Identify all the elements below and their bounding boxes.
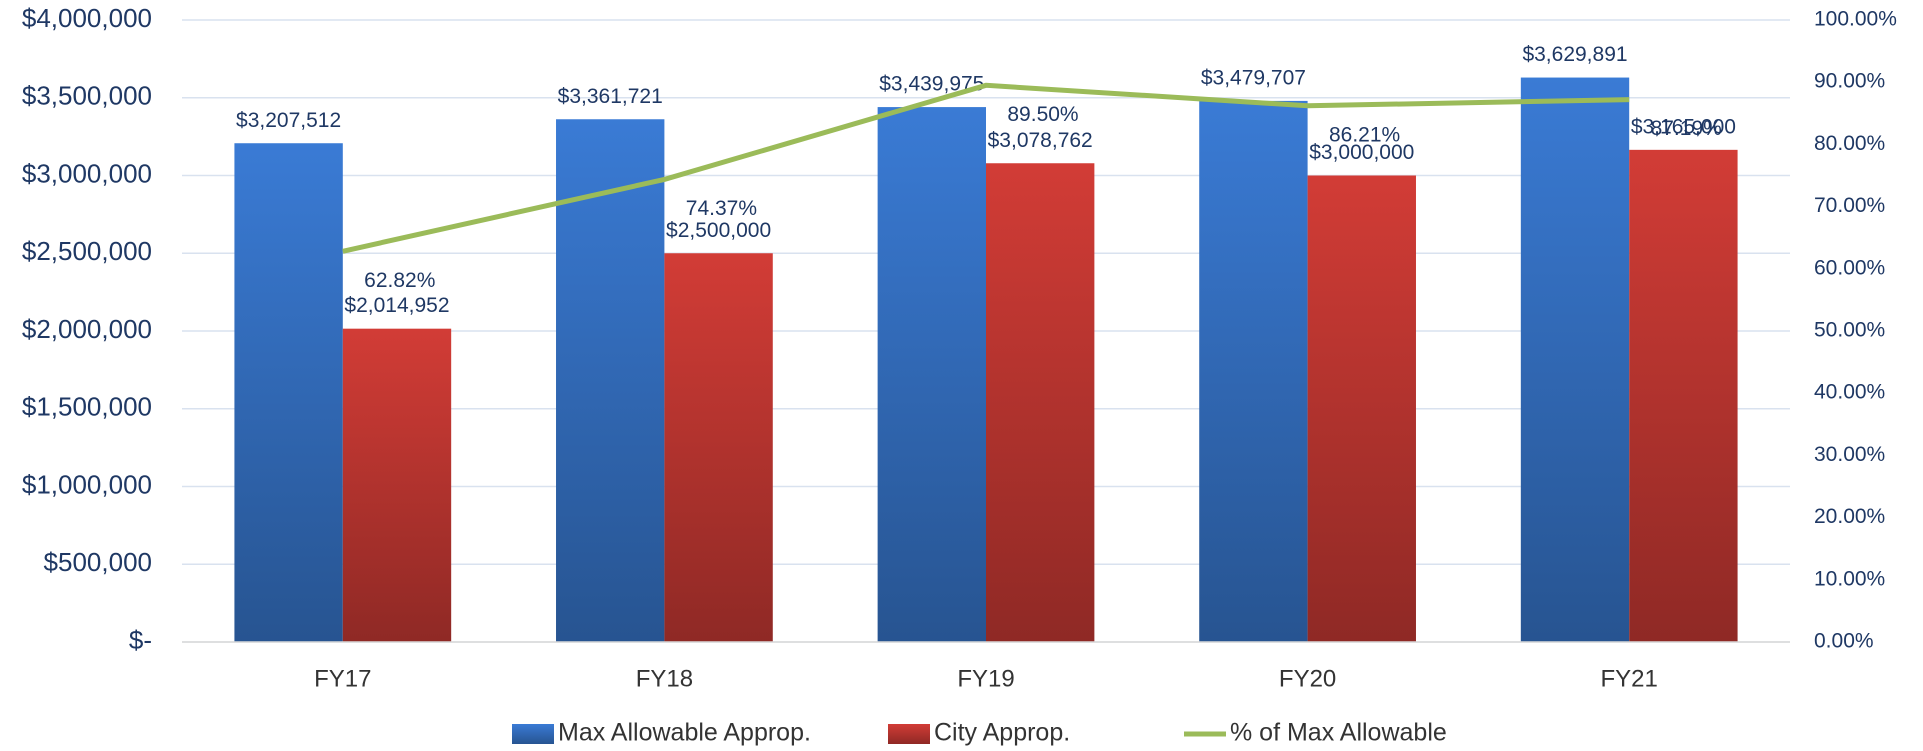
y2-tick-label: 80.00%: [1814, 132, 1885, 155]
line-value-label: 62.82%: [364, 269, 435, 292]
bar-value-label: $3,629,891: [1522, 43, 1627, 66]
legend-label: % of Max Allowable: [1230, 719, 1447, 747]
y2-tick-label: 60.00%: [1814, 256, 1885, 279]
line: [342, 82, 1630, 254]
bar: [986, 163, 1095, 642]
bar: [1199, 100, 1308, 642]
y2-tick-label: 20.00%: [1814, 505, 1885, 528]
y-tick-label: $2,500,000: [22, 236, 152, 266]
bar-value-label: $3,361,721: [558, 85, 663, 108]
legend-label: City Approp.: [934, 719, 1070, 747]
bar: [1520, 77, 1630, 643]
y-tick-label: $4,000,000: [22, 3, 152, 33]
y-tick-label: $500,000: [44, 547, 152, 577]
bar-value-label: $2,014,952: [344, 294, 449, 317]
bar-value-label: $3,439,975: [879, 73, 984, 96]
line-value-label: 74.37%: [686, 197, 757, 220]
bar: [877, 107, 986, 643]
bar-value-label: $3,078,762: [988, 129, 1093, 152]
x-tick-label: FY17: [314, 665, 371, 692]
legend-swatch: [512, 724, 554, 744]
legend-swatch: [888, 724, 930, 744]
y2-tick-label: 100.00%: [1814, 8, 1897, 31]
y-tick-label: $1,500,000: [22, 392, 152, 422]
bar: [556, 119, 665, 643]
bar: [234, 143, 343, 643]
y-tick-label: $3,000,000: [22, 158, 152, 188]
line-value-label: 89.50%: [1007, 103, 1078, 126]
y2-tick-label: 10.00%: [1814, 567, 1885, 590]
y-tick-label: $2,000,000: [22, 314, 152, 344]
y2-tick-label: 0.00%: [1814, 630, 1874, 653]
y2-tick-label: 90.00%: [1814, 70, 1885, 93]
y2-tick-label: 70.00%: [1814, 194, 1885, 217]
line-value-label: 86.21%: [1329, 123, 1400, 146]
legend-label: Max Allowable Approp.: [558, 719, 811, 747]
bar-value-label: $3,479,707: [1201, 66, 1306, 89]
bar: [1307, 175, 1416, 642]
x-tick-label: FY20: [1279, 665, 1336, 692]
bar: [664, 253, 773, 642]
line-value-label: 87.19%: [1651, 117, 1722, 140]
y2-tick-label: 50.00%: [1814, 319, 1885, 342]
x-tick-label: FY21: [1601, 665, 1658, 692]
y2-tick-label: 40.00%: [1814, 381, 1885, 404]
bar-value-label: $3,207,512: [236, 109, 341, 132]
x-tick-label: FY19: [957, 665, 1014, 692]
bar: [342, 328, 452, 642]
y-tick-label: $1,000,000: [22, 469, 152, 499]
x-tick-label: FY18: [636, 665, 693, 692]
y-tick-label: $-: [129, 625, 152, 655]
y2-tick-label: 30.00%: [1814, 443, 1885, 466]
bar-value-label: $3,000,000: [1309, 141, 1414, 164]
bar-value-label: $3,165,000: [1631, 115, 1736, 138]
bar: [1629, 149, 1738, 642]
y-tick-label: $3,500,000: [22, 81, 152, 111]
bar-value-label: $2,500,000: [666, 219, 771, 242]
